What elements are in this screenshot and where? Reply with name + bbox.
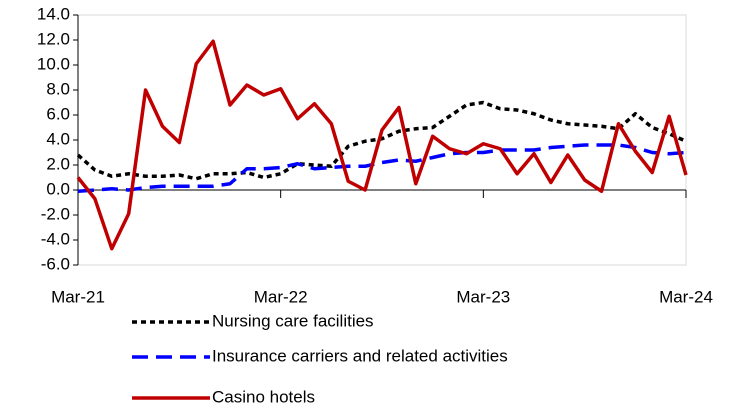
y-tick-label: 2.0 [46,154,70,173]
legend-label: Nursing care facilities [212,311,374,330]
y-tick-label: 14.0 [37,4,70,23]
y-tick-label: -6.0 [41,254,70,273]
x-tick-label: Mar-22 [254,287,308,306]
legend-label: Casino hotels [212,387,315,406]
y-tick-label: 8.0 [46,79,70,98]
y-tick-label: 12.0 [37,29,70,48]
y-tick-label: 10.0 [37,54,70,73]
y-tick-label: 6.0 [46,104,70,123]
series-line [76,39,688,251]
x-tick-label: Mar-21 [51,287,105,306]
x-tick-label: Mar-23 [456,287,510,306]
series-line [77,143,687,193]
legend-label: Insurance carriers and related activitie… [212,346,508,365]
y-tick-label: 4.0 [46,129,70,148]
x-tick-label: Mar-24 [659,287,713,306]
y-tick-label: -4.0 [41,229,70,248]
y-tick-label: 0.0 [46,179,70,198]
y-tick-label: -2.0 [41,204,70,223]
series-line [76,100,687,181]
